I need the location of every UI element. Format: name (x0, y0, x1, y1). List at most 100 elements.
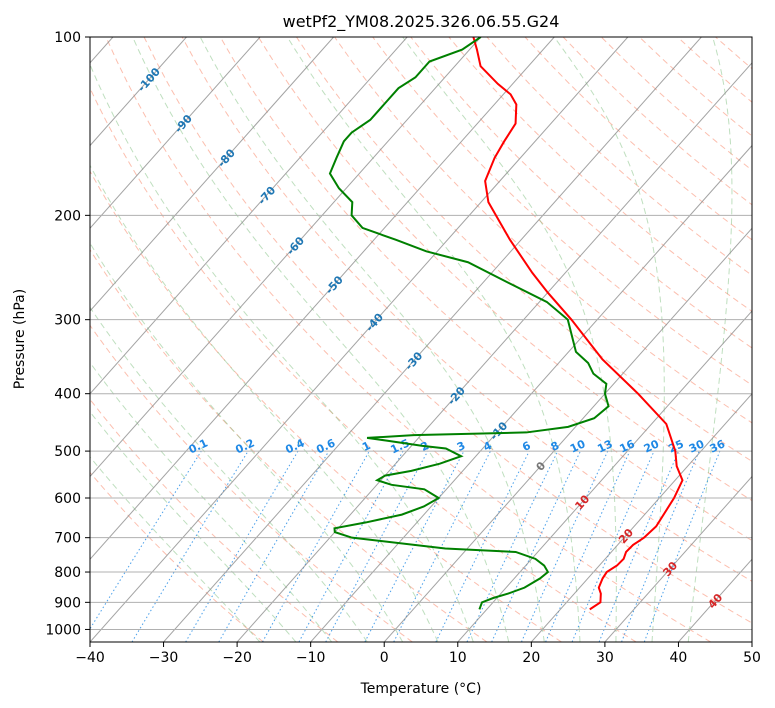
isotherm (530, 393, 752, 642)
mixing-ratio-label: 1.5 (389, 436, 412, 456)
axis-ticks: −40 −30 −20 −10 0 10 20 30 40 5010020030040050060… (45, 30, 761, 666)
mixing-ratio-line (643, 450, 721, 642)
mixing-ratio-line (298, 450, 404, 642)
mixing-ratio-label: 4 (481, 439, 494, 454)
moist-adiabat (132, 37, 510, 642)
y-tick-label: 700 (54, 531, 81, 547)
x-tick-label: −20 (222, 650, 252, 666)
isotherm (90, 37, 334, 312)
isotherm-label: -100 (135, 65, 163, 94)
y-tick-label: 900 (54, 595, 81, 611)
moist-adiabat (199, 37, 545, 642)
isotherm (90, 37, 482, 478)
mixing-ratio-line (571, 450, 655, 642)
isotherm (90, 37, 187, 147)
x-tick-label: −10 (296, 650, 326, 666)
dry-adiabat (90, 170, 562, 642)
y-tick-label: 600 (54, 491, 81, 507)
isotherm (90, 37, 555, 561)
moist-adiabat (286, 37, 581, 642)
plot-area: -100-90-80-70-60-50-40-30-20-10010203040… (90, 37, 752, 642)
background-lines (90, 37, 752, 642)
isotherm (310, 144, 752, 642)
isotherm (383, 227, 752, 642)
isotherm (90, 37, 261, 230)
x-tick-label: 50 (743, 650, 761, 666)
mixing-ratio-label: 8 (549, 439, 561, 454)
plot-frame (89, 36, 753, 643)
mixing-ratio-label: 13 (595, 437, 614, 455)
dry-adiabat (90, 324, 413, 642)
y-tick-label: 1000 (45, 622, 81, 638)
mixing-ratio-label: 0.1 (187, 436, 210, 456)
mixing-ratio-line (491, 450, 581, 642)
x-tick-label: 40 (670, 650, 688, 666)
isotherm (163, 37, 702, 642)
dry-adiabat (486, 37, 752, 276)
dry-adiabat (410, 37, 752, 349)
isotherm (236, 62, 752, 642)
mixing-ratio-line (90, 450, 202, 630)
moist-adiabat (90, 164, 439, 642)
moist-adiabat (90, 242, 404, 642)
mixing-ratio-line (466, 450, 559, 642)
moist-adiabat (90, 456, 261, 642)
dry-adiabat (448, 37, 752, 312)
mixing-ratio-line (545, 450, 631, 642)
moist-adiabat (90, 63, 474, 642)
chart-title: wetPf2_YM08.2025.326.06.55.G24 (283, 12, 560, 32)
x-tick-label: 20 (522, 650, 540, 666)
isotherm (751, 641, 752, 642)
dry-adiabat (143, 37, 752, 624)
dewpoint-profile (328, 37, 610, 610)
mixing-ratio-line (218, 450, 330, 642)
x-tick-label: −30 (149, 650, 179, 666)
x-tick-label: 0 (380, 650, 389, 666)
mixing-ratio-label: 16 (618, 437, 638, 455)
moist-adiabat (90, 361, 333, 642)
y-tick-label: 500 (54, 444, 81, 460)
mixing-ratio-label: 1 (360, 439, 372, 454)
y-tick-label: 100 (54, 30, 81, 46)
mixing-ratio-label: 0.2 (233, 436, 256, 456)
mixing-ratio-label: 20 (642, 437, 662, 455)
dry-adiabat (639, 37, 752, 137)
mixing-ratio-label: 0.6 (314, 436, 337, 456)
moist-adiabat (687, 37, 733, 642)
dry-adiabat (715, 37, 752, 70)
dry-adiabat (105, 37, 712, 642)
mixing-ratio-line (521, 450, 609, 642)
mixing-ratio-label: 3 (455, 439, 467, 454)
x-axis-title: Temperature (°C) (360, 681, 482, 697)
isotherm (90, 37, 408, 395)
mixing-ratio-line (262, 450, 370, 642)
y-tick-label: 400 (54, 387, 81, 403)
mixing-ratio-line (598, 450, 680, 642)
dry-adiabat (524, 37, 752, 241)
dry-adiabat (562, 37, 752, 206)
isotherm (604, 475, 752, 642)
mixing-ratio-label: 36 (708, 437, 728, 455)
moist-adiabat (553, 37, 665, 642)
mixing-ratio-line (393, 450, 491, 642)
dry-adiabat (90, 471, 264, 642)
moist-adiabat (90, 411, 297, 642)
y-tick-label: 300 (54, 313, 81, 329)
mixing-ratio-label: 10 (568, 437, 588, 455)
y-axis-title: Pressure (hPa) (12, 289, 28, 389)
mixing-ratio-line (435, 450, 530, 642)
mixing-ratio-line (325, 450, 429, 642)
mixing-ratio-label: 30 (687, 437, 707, 455)
y-tick-label: 800 (54, 565, 81, 581)
mixing-ratio-label: 0.4 (283, 436, 306, 456)
x-tick-label: −40 (75, 650, 105, 666)
temperature-profile (472, 37, 684, 611)
dry-adiabat (372, 37, 752, 386)
mixing-ratio-line (621, 450, 700, 642)
y-tick-label: 200 (54, 208, 81, 224)
mixing-ratio-label: 6 (520, 439, 533, 454)
dry-adiabat (90, 398, 339, 642)
mixing-ratio-line (185, 450, 299, 642)
dry-adiabat (334, 37, 752, 424)
